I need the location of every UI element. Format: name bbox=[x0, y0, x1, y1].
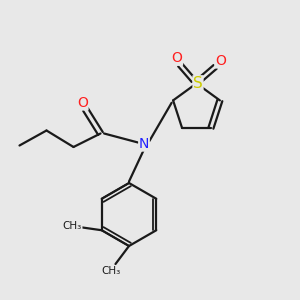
Text: CH₃: CH₃ bbox=[101, 266, 121, 277]
Text: CH₃: CH₃ bbox=[63, 221, 82, 231]
Text: O: O bbox=[215, 54, 226, 68]
Text: S: S bbox=[193, 76, 203, 91]
Text: O: O bbox=[77, 96, 88, 110]
Text: N: N bbox=[139, 137, 149, 151]
Text: O: O bbox=[172, 51, 182, 65]
